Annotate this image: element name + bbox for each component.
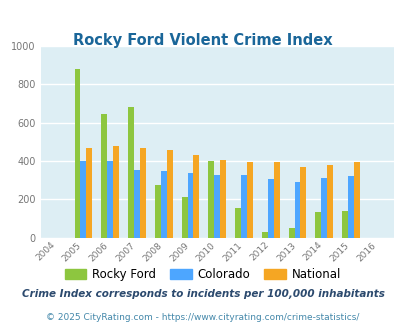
Bar bbox=[341, 212, 347, 238]
Legend: Rocky Ford, Colorado, National: Rocky Ford, Colorado, National bbox=[60, 263, 345, 286]
Bar bbox=[288, 228, 294, 238]
Bar bbox=[261, 232, 267, 238]
Bar bbox=[128, 108, 134, 238]
Bar bbox=[187, 173, 193, 238]
Bar bbox=[273, 162, 279, 238]
Bar bbox=[315, 212, 320, 238]
Bar bbox=[220, 159, 226, 238]
Bar bbox=[234, 208, 241, 238]
Bar bbox=[347, 176, 353, 238]
Bar bbox=[140, 148, 145, 238]
Bar bbox=[241, 176, 246, 238]
Bar bbox=[113, 147, 119, 238]
Text: © 2025 CityRating.com - https://www.cityrating.com/crime-statistics/: © 2025 CityRating.com - https://www.city… bbox=[46, 313, 359, 322]
Bar bbox=[300, 167, 305, 238]
Bar bbox=[353, 162, 359, 238]
Bar bbox=[267, 179, 273, 238]
Bar bbox=[134, 170, 140, 238]
Bar bbox=[320, 178, 326, 238]
Bar bbox=[193, 155, 199, 238]
Bar bbox=[294, 182, 300, 238]
Bar bbox=[181, 197, 187, 238]
Bar bbox=[246, 162, 252, 238]
Bar bbox=[107, 161, 113, 238]
Bar bbox=[166, 150, 172, 238]
Bar bbox=[101, 114, 107, 238]
Bar bbox=[75, 69, 80, 238]
Bar bbox=[326, 165, 332, 238]
Bar bbox=[160, 171, 166, 238]
Bar bbox=[214, 176, 220, 238]
Bar bbox=[154, 185, 160, 238]
Text: Crime Index corresponds to incidents per 100,000 inhabitants: Crime Index corresponds to incidents per… bbox=[21, 289, 384, 299]
Text: Rocky Ford Violent Crime Index: Rocky Ford Violent Crime Index bbox=[73, 33, 332, 48]
Bar bbox=[208, 161, 214, 238]
Bar bbox=[80, 161, 86, 238]
Bar bbox=[86, 148, 92, 238]
